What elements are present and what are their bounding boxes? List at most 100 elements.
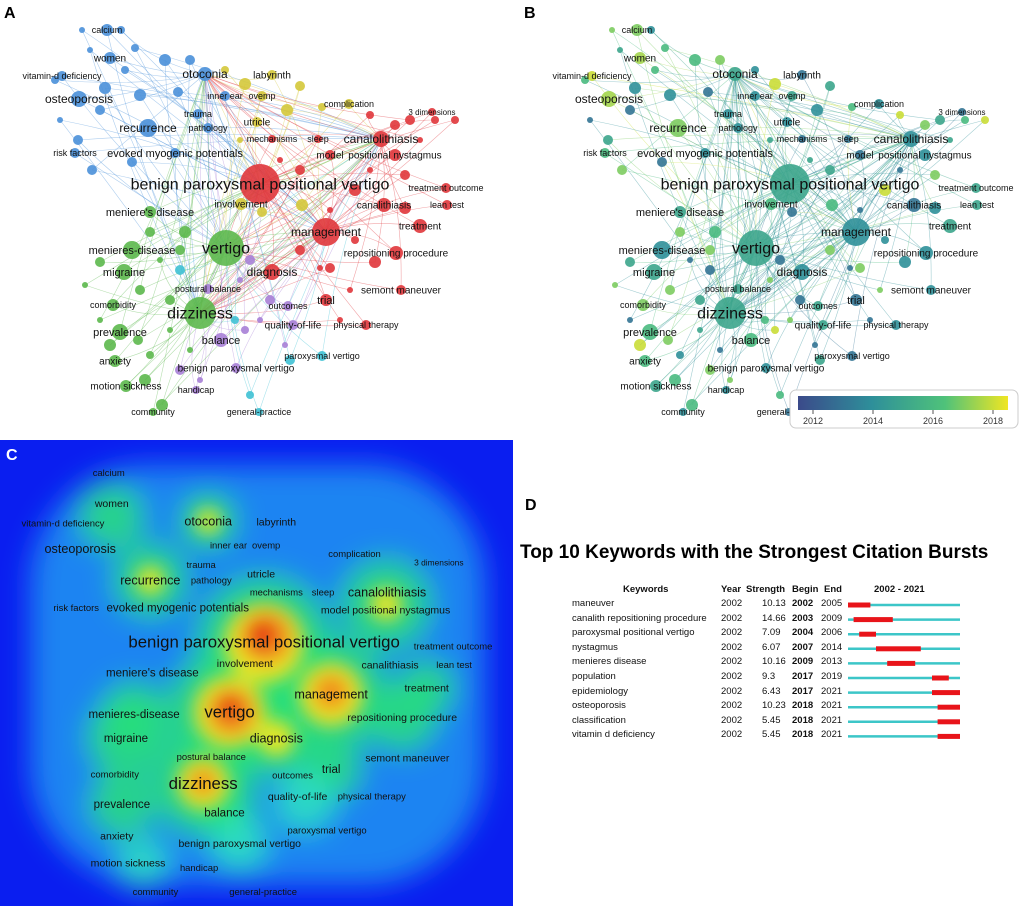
burst-strength: 9.3 [762,671,776,682]
network-node [241,326,249,334]
burst-begin: 2002 [792,598,814,609]
network-node [679,408,687,416]
node-label: benign paroxysmal positional vertigo [661,177,920,194]
node-label: anxiety [99,357,131,368]
network-node [179,226,191,238]
network-edge [174,152,201,314]
network-node [268,135,276,143]
network-node [935,115,945,125]
network-node [193,109,203,119]
burst-row: epidemiology 2002 6.43 2017 2021 [515,686,1021,699]
network-edge [199,124,396,314]
burst-table-title: Top 10 Keywords with the Strongest Citat… [520,542,989,563]
network-node [728,67,742,81]
network-edge [755,169,901,249]
network-node [787,207,797,217]
node-label: benign paroxysmal vertigo [178,364,295,375]
density-blob [78,483,145,550]
citation-burst-panel-d: D Top 10 Keywords with the Strongest Cit… [515,492,1021,762]
density-label: diagnosis [250,731,303,745]
network-node [705,265,715,275]
node-label: general-practice [227,407,292,417]
network-edge [161,138,382,406]
node-label: otoconia [712,67,758,81]
density-label: calcium [93,468,125,479]
network-node [715,55,725,65]
burst-begin: 2018 [792,700,814,712]
node-label: risk factors [53,148,97,158]
network-node [897,167,903,173]
network-edge [325,119,411,233]
network-edge [611,29,791,185]
network-node [97,317,103,323]
network-node [400,170,410,180]
network-node [879,184,891,196]
network-edge [734,73,767,369]
network-node [687,257,693,263]
node-label: recurrence [119,121,177,135]
node-label: semont maneuver [361,286,442,297]
network-node [185,55,195,65]
network-edge [765,231,857,369]
network-edge [204,73,397,254]
burst-end: 2013 [821,656,843,668]
network-node [703,87,713,97]
density-core [313,674,350,711]
density-core [248,621,277,650]
burst-row: nystagmus 2002 6.07 2007 2014 [515,642,1021,655]
network-node [733,284,743,294]
network-edge [855,139,951,233]
node-label: mechanisms [247,134,298,144]
network-edge [224,95,382,140]
network-node [848,103,856,111]
network-node [240,164,280,204]
network-edge [621,169,857,233]
network-edge [729,111,963,314]
network-edge [589,119,791,185]
network-edge [636,29,731,314]
node-label: treatment [929,222,971,233]
node-label: dizziness [167,306,233,323]
network-edge [584,73,736,83]
network-node [149,408,157,416]
network-node [187,347,193,353]
network-edge [729,73,740,314]
burst-strength: 10.13 [762,598,786,609]
network-panel-b: calcium women vitamin-d deficiency otoconia… [510,0,1021,432]
density-panel-c: calcium women vitamin-d deficiency otoconia… [0,440,513,906]
node-label: postural balance [175,284,241,294]
density-label: handicap [180,863,218,874]
network-edge [691,138,912,406]
network-edge [187,59,201,314]
network-node [642,324,658,340]
network-node [283,301,293,311]
network-edge [730,73,739,290]
density-label: evoked myogenic potentials [107,603,250,615]
density-label: paroxysmal vertigo [287,825,366,836]
year-colorbar: 2012 2014 2016 2018 [789,389,1019,429]
node-label: management [821,225,892,239]
network-node [958,108,966,116]
network-edge [904,138,915,263]
network-node [231,363,241,373]
network-node [891,320,901,330]
network-edge [669,94,912,140]
burst-begin: 2018 [792,714,814,726]
node-label: canalolithiasis [344,132,419,146]
node-label: trauma [184,109,212,119]
network-edge [325,139,421,233]
network-edge [225,114,371,249]
density-label: ovemp [252,540,280,551]
network-node [775,255,785,265]
network-node [390,120,400,130]
network-node [159,54,171,66]
density-label: osteoporosis [45,542,116,556]
burst-begin: 2009 [792,656,814,668]
network-edge [734,73,978,206]
density-blob [101,681,168,748]
node-label: 3 dimensions [408,108,455,117]
network-edge [816,109,912,140]
node-label: pathology [718,123,758,133]
burst-bar [937,719,960,725]
node-label: repositioning procedure [874,249,979,260]
